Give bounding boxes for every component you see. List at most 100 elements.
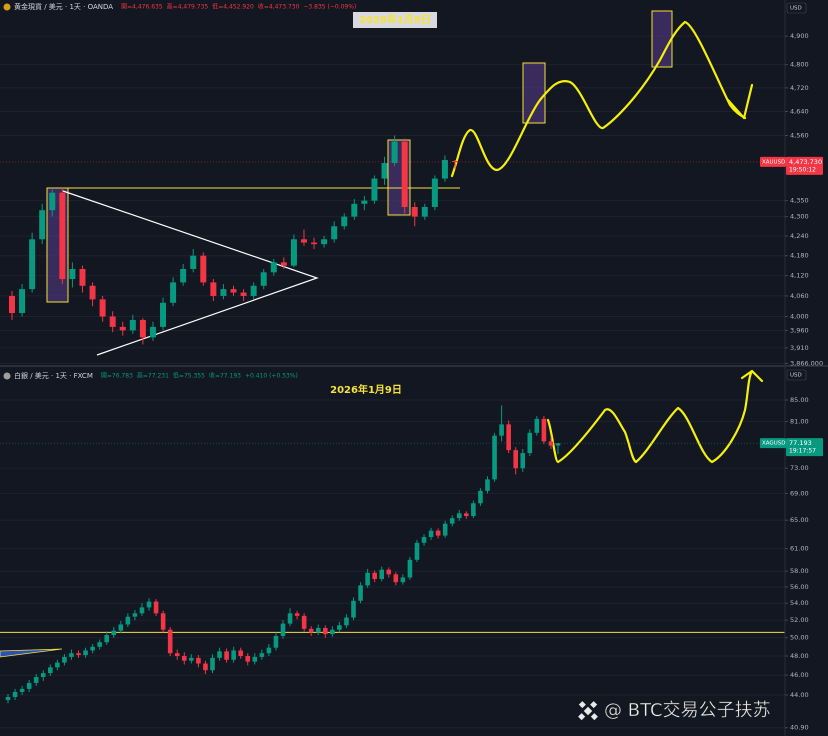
candle-body bbox=[321, 239, 328, 245]
candle-body bbox=[414, 542, 420, 560]
candle-body bbox=[407, 559, 413, 578]
candle-body bbox=[174, 653, 180, 657]
candle-body bbox=[351, 600, 356, 618]
candle-body bbox=[29, 239, 36, 290]
candle-body bbox=[231, 650, 236, 660]
candle-body bbox=[400, 577, 406, 583]
price-axis bbox=[785, 0, 828, 736]
currency-button[interactable] bbox=[786, 369, 807, 381]
candle-body bbox=[59, 192, 66, 280]
candle-body bbox=[19, 289, 26, 314]
candle-body bbox=[259, 653, 265, 657]
candle-body bbox=[411, 206, 418, 217]
date-annotation: 2026年1月9日 bbox=[330, 383, 402, 396]
y-tick-label: 4,640 bbox=[790, 107, 809, 115]
candle-body bbox=[132, 613, 138, 617]
watermark-text: @ BTC交易公子扶苏 bbox=[604, 700, 771, 721]
candle-body bbox=[149, 326, 156, 338]
y-tick-label: 81.00 bbox=[790, 418, 809, 426]
candle-body bbox=[513, 450, 518, 469]
y-tick-label: 4,000 bbox=[790, 313, 809, 321]
y-tick-label: 65.00 bbox=[790, 516, 809, 524]
candle-body bbox=[391, 141, 398, 164]
highlight-box bbox=[522, 62, 546, 124]
candle-body bbox=[69, 653, 74, 657]
candle-body bbox=[527, 432, 533, 454]
y-tick-label: 4,120 bbox=[790, 272, 809, 280]
candle-body bbox=[167, 629, 173, 654]
candle-body bbox=[39, 210, 46, 240]
candle-body bbox=[330, 629, 335, 635]
candle-body bbox=[358, 585, 363, 601]
ohlc-legend-item: −3.835 (−0.09%) bbox=[303, 4, 356, 11]
candle-body bbox=[331, 226, 338, 240]
y-tick-label: 3,866.000 bbox=[790, 360, 823, 368]
candle-body bbox=[485, 479, 490, 491]
y-tick-label: 4,240 bbox=[790, 232, 809, 240]
candle-body bbox=[153, 601, 159, 614]
candle-body bbox=[441, 159, 448, 179]
candle-body bbox=[393, 574, 399, 583]
candle-body bbox=[506, 424, 511, 451]
y-tick-label: 46.00 bbox=[790, 671, 809, 679]
grid-layer bbox=[0, 35, 785, 729]
triangle-pattern bbox=[62, 190, 319, 356]
candle-body bbox=[160, 302, 167, 327]
currency-label: USD bbox=[790, 6, 802, 12]
symbol-icon bbox=[3, 3, 11, 11]
candle-body bbox=[250, 285, 257, 296]
price-tag-countdown: 19:17:57 bbox=[789, 448, 816, 455]
candle-body bbox=[548, 441, 554, 446]
candle-body bbox=[520, 453, 526, 469]
candle-body bbox=[499, 424, 504, 436]
candle-body bbox=[19, 688, 25, 692]
candle-body bbox=[421, 537, 427, 543]
candle-body bbox=[196, 657, 201, 664]
candle-body bbox=[5, 697, 11, 701]
annotation-box bbox=[353, 12, 437, 28]
y-tick-label: 85.00 bbox=[790, 396, 809, 404]
candle-body bbox=[97, 642, 102, 647]
candle-body bbox=[351, 203, 358, 217]
price-tag-countdown: 19:50:12 bbox=[789, 166, 816, 173]
candle-body bbox=[125, 616, 131, 625]
candle-body bbox=[442, 523, 448, 536]
ohlc-legend-item: 低=75.355 bbox=[173, 372, 205, 380]
price-tag-symbol: XAUUSD bbox=[762, 159, 785, 165]
y-tick-label: 54.00 bbox=[790, 599, 809, 607]
candle-body bbox=[230, 289, 237, 293]
candle-body bbox=[99, 299, 106, 317]
candle-body bbox=[273, 635, 279, 648]
y-tick-label: 4,560 bbox=[790, 132, 809, 140]
candle-body bbox=[200, 255, 207, 283]
candle-body bbox=[555, 443, 561, 446]
price-tag-value: 4,473.730 bbox=[789, 158, 822, 166]
candle-body bbox=[435, 530, 441, 536]
candle-body bbox=[109, 316, 116, 327]
y-tick-label: 4,900 bbox=[790, 32, 809, 40]
candle-body bbox=[83, 650, 88, 656]
y-tick-label: 58.00 bbox=[790, 567, 809, 575]
y-tick-label: 52.00 bbox=[790, 616, 809, 624]
candle-body bbox=[220, 289, 227, 296]
drawing-wedge bbox=[0, 648, 63, 658]
ohlc-legend-item: 高=77.231 bbox=[137, 372, 169, 380]
candle-body bbox=[203, 663, 208, 671]
price-tag bbox=[786, 438, 823, 457]
y-tick-label: 50.00 bbox=[790, 634, 809, 642]
candle-body bbox=[245, 656, 251, 662]
candle-body bbox=[372, 572, 377, 580]
candle-body bbox=[48, 667, 53, 674]
candle-body bbox=[421, 206, 428, 217]
candle-body bbox=[290, 239, 297, 266]
candle-body bbox=[119, 326, 126, 331]
candle-body bbox=[428, 530, 434, 538]
candle-body bbox=[139, 319, 146, 338]
candle-body bbox=[217, 651, 222, 658]
candle-body bbox=[287, 613, 293, 624]
candle-body bbox=[238, 650, 243, 657]
highlight-box bbox=[651, 10, 673, 68]
currency-button[interactable] bbox=[786, 2, 807, 14]
currency-label: USD bbox=[790, 373, 802, 379]
